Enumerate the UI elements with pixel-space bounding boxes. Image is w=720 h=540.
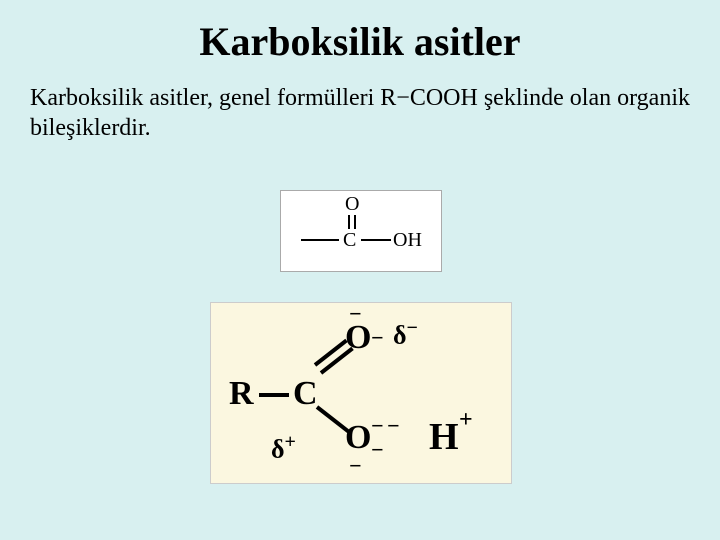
- atom-c2: C: [293, 375, 318, 413]
- bond-double-left: [348, 215, 350, 229]
- formula-cooh-charges: R C O − − δ− O − − − −: [210, 302, 512, 484]
- delta-plus-sign: +: [285, 431, 296, 453]
- formula-cooh-simple: O C OH: [280, 190, 442, 272]
- delta-minus: δ−: [393, 317, 418, 351]
- lp-o-top-right: −: [371, 325, 384, 351]
- h-plus: +: [459, 407, 473, 434]
- atom-h: H: [429, 415, 459, 459]
- atom-o-bot: O: [345, 419, 371, 457]
- bond-right: [361, 239, 391, 241]
- lp-o-top-above: −: [349, 301, 362, 327]
- bond-left: [301, 239, 339, 241]
- slide-title: Karboksilik asitler: [0, 0, 720, 73]
- diagram-area: O C OH R C O −: [210, 190, 510, 484]
- bond-r-c: [259, 393, 289, 397]
- lp-o-bot-upper: −: [371, 413, 384, 439]
- bond-double-right: [354, 215, 356, 229]
- atom-o-top: O: [345, 193, 359, 216]
- atom-r: R: [229, 375, 254, 413]
- o-bot-charge: −: [387, 413, 400, 439]
- delta-minus-sym: δ: [393, 321, 407, 350]
- lp-o-bot-below: −: [349, 453, 362, 479]
- slide: Karboksilik asitler Karboksilik asitler,…: [0, 0, 720, 540]
- delta-plus: δ+: [271, 431, 296, 465]
- slide-body: Karboksilik asitler, genel formülleri R−…: [0, 73, 720, 143]
- lp-o-bot-right: −: [371, 437, 384, 463]
- atom-oh: OH: [393, 229, 422, 252]
- atom-c: C: [343, 229, 356, 252]
- delta-plus-sym: δ: [271, 435, 285, 464]
- delta-minus-sign: −: [407, 317, 418, 339]
